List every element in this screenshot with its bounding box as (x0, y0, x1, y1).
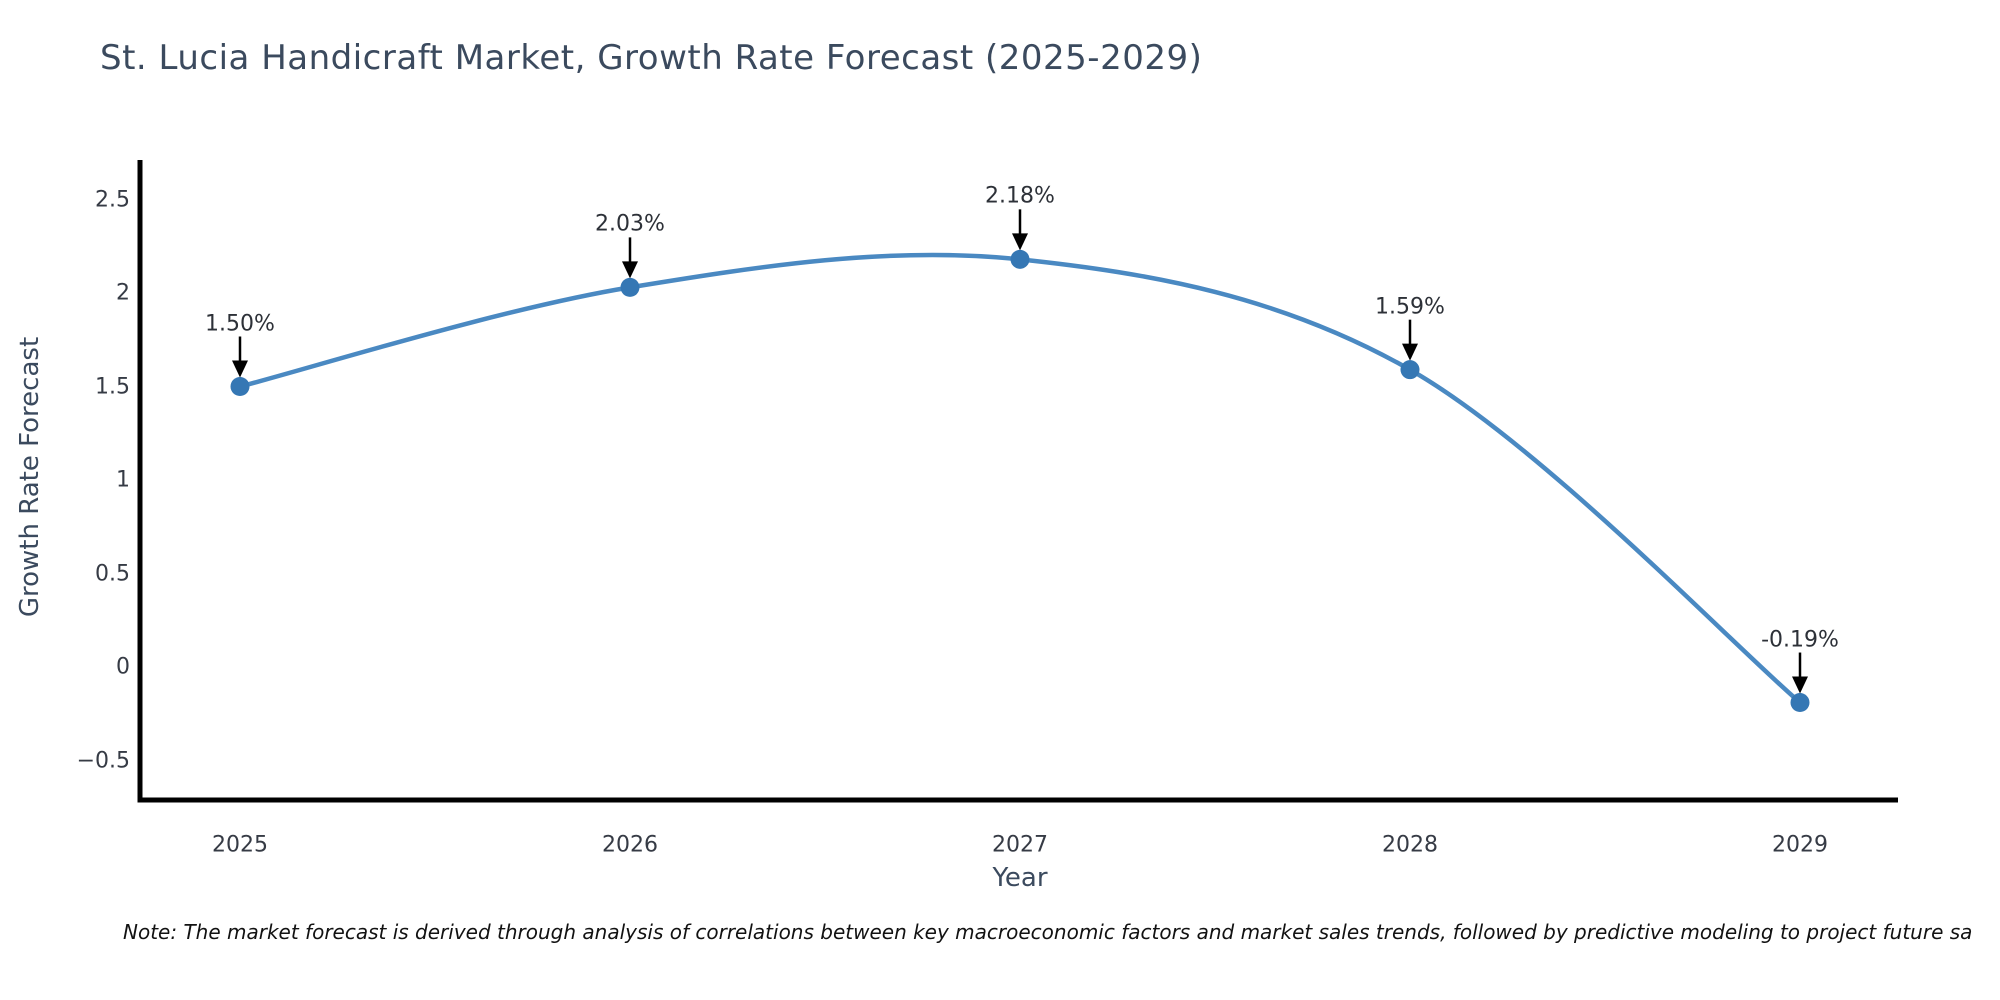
y-tick-label: 0 (116, 654, 130, 680)
x-tick-label: 2025 (212, 832, 268, 858)
data-point-value-label: 2.18% (985, 183, 1055, 209)
data-point-value-label: 1.50% (205, 311, 275, 336)
annotation-arrow-head (1402, 343, 1418, 361)
chart-title: St. Lucia Handicraft Market, Growth Rate… (100, 38, 1203, 78)
annotation-arrow-head (232, 360, 248, 378)
x-tick-label: 2027 (992, 832, 1048, 858)
data-point-marker (1400, 360, 1420, 380)
x-axis-label: Year (992, 863, 1048, 893)
trend-line (237, 252, 1803, 705)
data-point-value-label: -0.19% (1761, 627, 1839, 653)
data-point-value-label: 1.59% (1375, 294, 1445, 320)
y-tick-label: 1.5 (95, 374, 130, 399)
y-tick-label: 2 (116, 280, 130, 306)
data-point-marker (1010, 249, 1030, 269)
x-tick-label: 2029 (1772, 832, 1828, 858)
y-tick-label: 1 (116, 467, 130, 493)
annotation-arrow-head (1792, 676, 1808, 694)
y-tick-label: −0.5 (76, 748, 130, 773)
annotation-arrow-head (622, 261, 638, 279)
x-tick-label: 2028 (1382, 832, 1438, 858)
y-tick-label: 2.5 (95, 187, 130, 212)
x-tick-label: 2026 (602, 832, 658, 858)
y-tick-label: 0.5 (95, 561, 130, 586)
data-point-value-label: 2.03% (595, 211, 665, 237)
data-point-marker (620, 277, 640, 297)
annotation-arrow-head (1012, 233, 1028, 251)
data-point-marker (1790, 693, 1810, 713)
footnote-text: Note: The market forecast is derived thr… (123, 920, 1973, 944)
data-point-marker (230, 377, 250, 396)
